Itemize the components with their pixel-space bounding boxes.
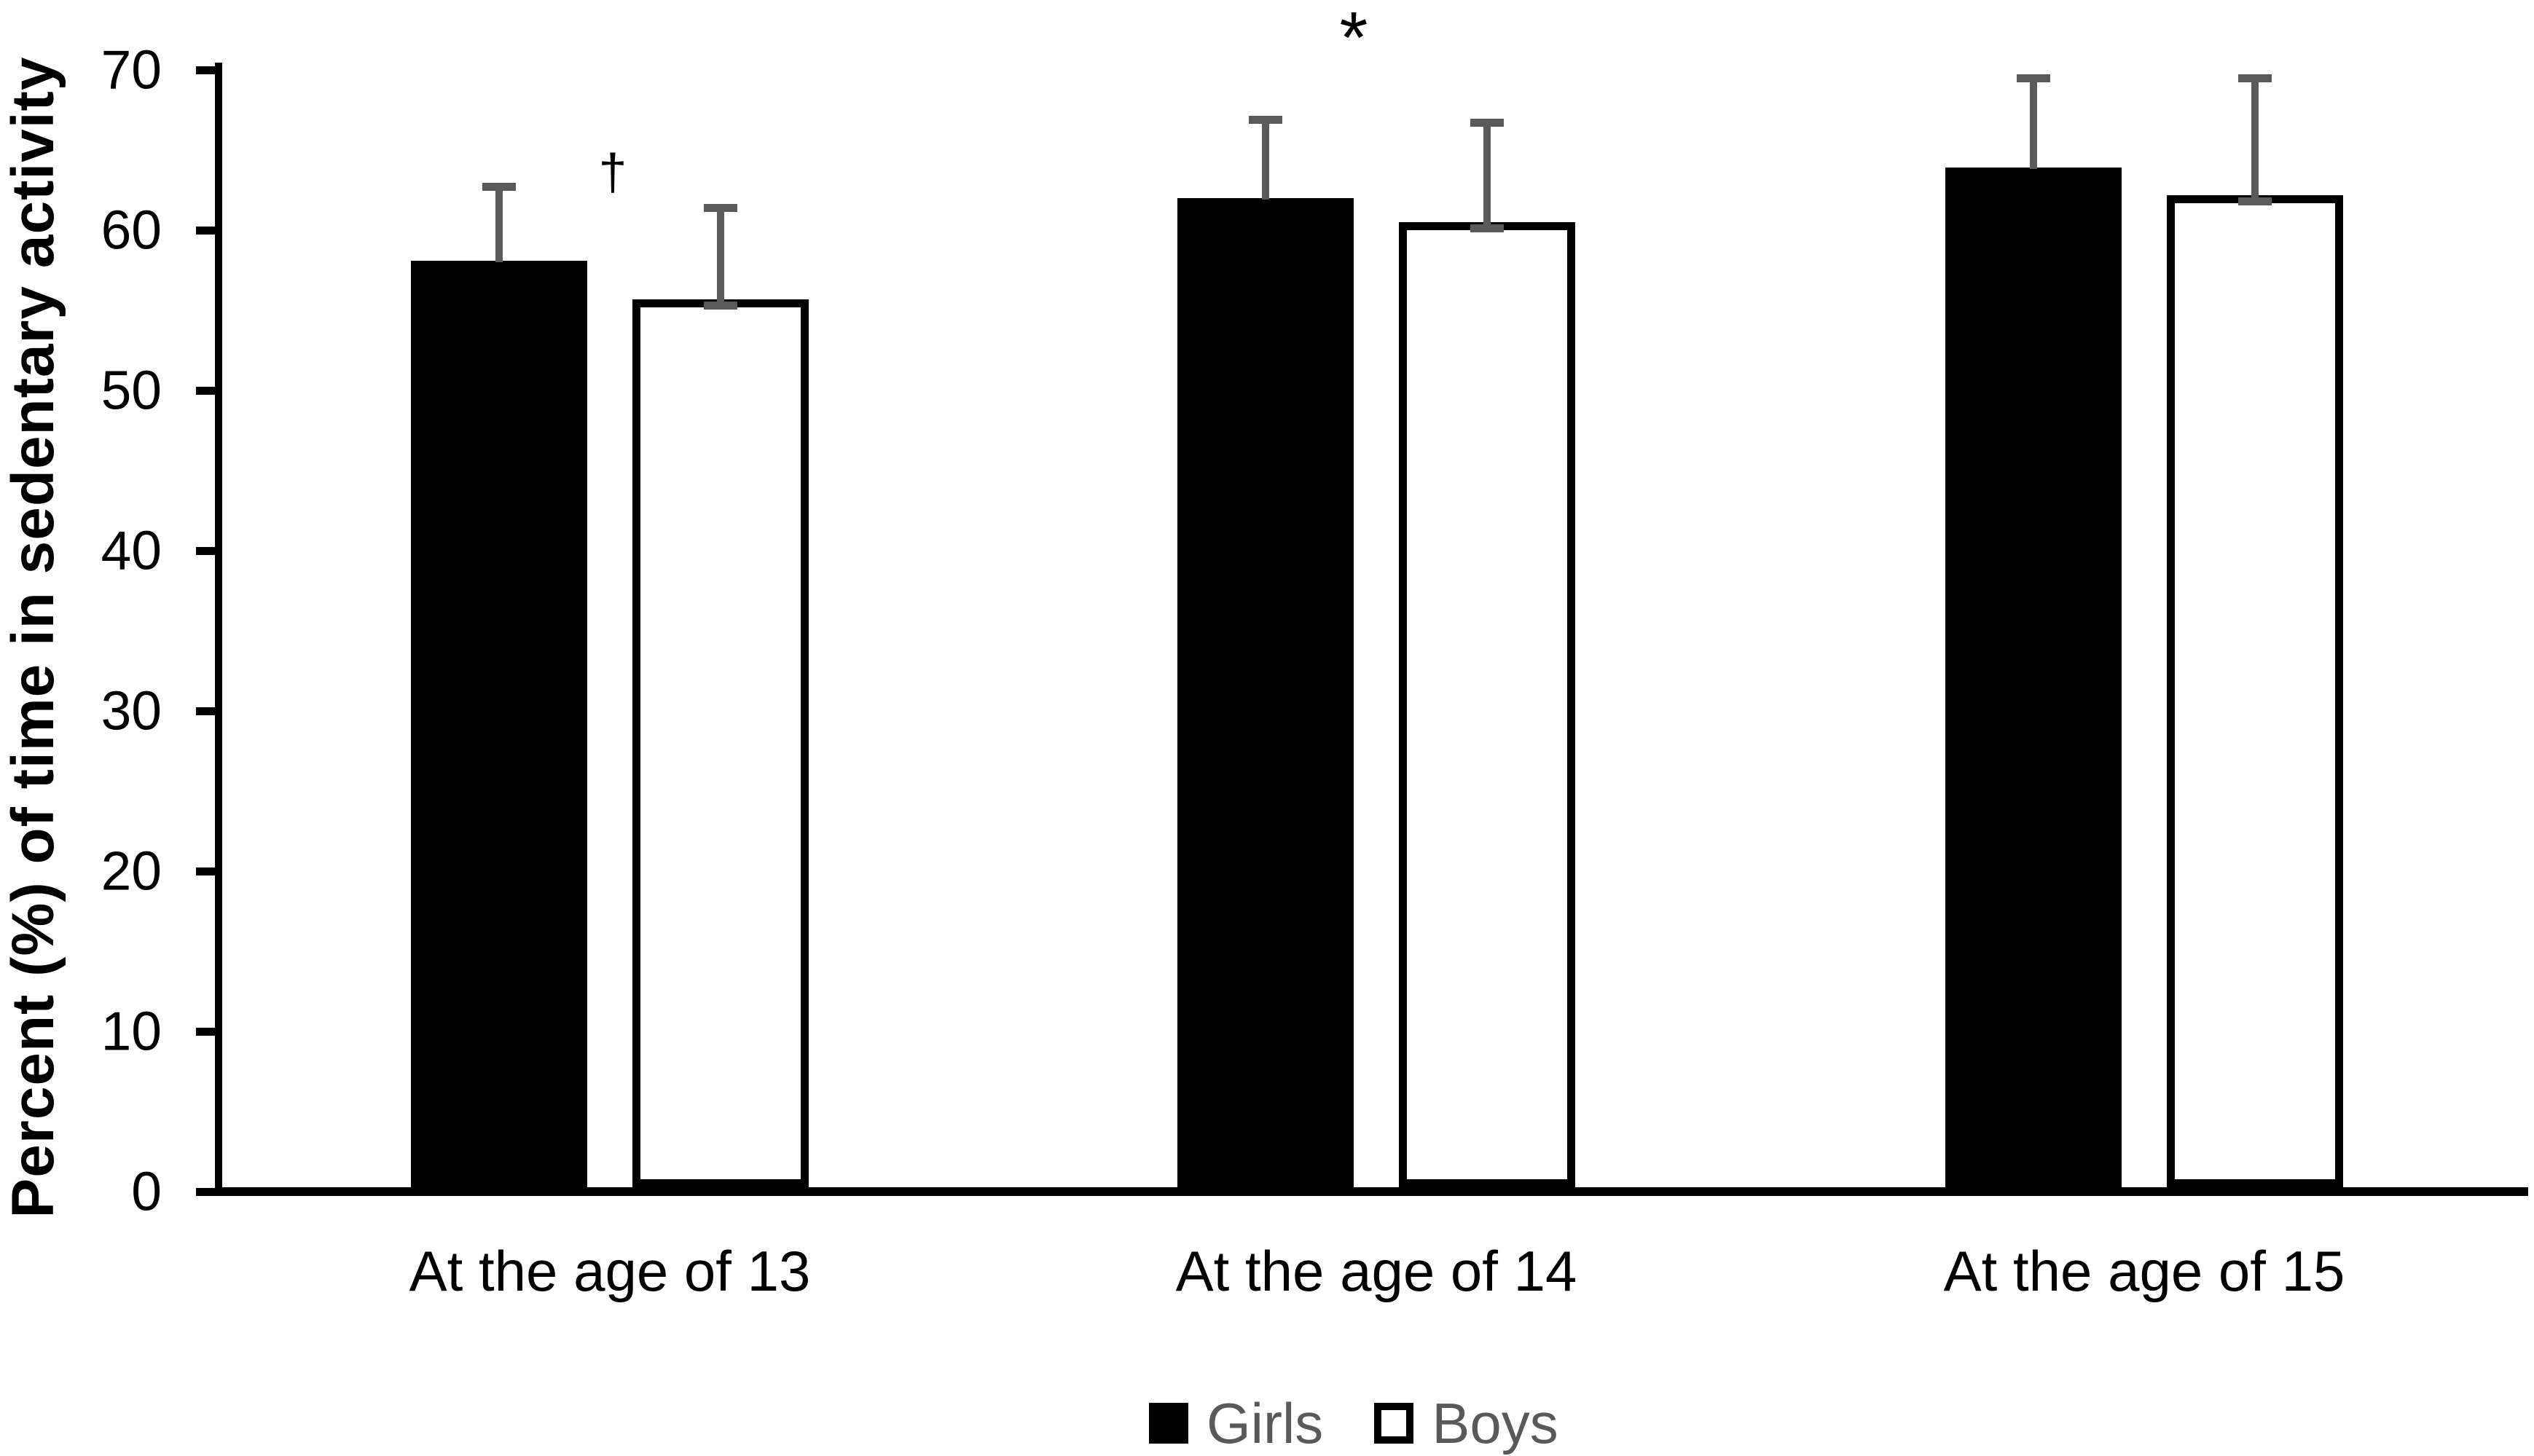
y-axis-tick-label: 10 xyxy=(101,1000,162,1062)
girls-error-bar-stem xyxy=(495,186,503,262)
legend-label-boys: Boys xyxy=(1432,1391,1558,1455)
x-axis-line xyxy=(215,1187,2528,1196)
y-axis-tick-label: 20 xyxy=(101,840,162,902)
boys-bar xyxy=(632,299,809,1187)
y-axis-tick xyxy=(196,1027,215,1036)
boys-error-bar-cap-bottom xyxy=(2238,197,2272,205)
y-axis-tick xyxy=(196,1187,215,1196)
y-axis-tick-label: 50 xyxy=(101,359,162,421)
legend-label-girls: Girls xyxy=(1207,1391,1324,1455)
y-axis-tick xyxy=(196,226,215,235)
legend-swatch-boys xyxy=(1374,1403,1414,1444)
girls-error-bar-stem xyxy=(2030,78,2037,170)
y-axis-line xyxy=(215,63,222,1196)
girls-error-bar-cap-top xyxy=(2017,74,2050,82)
boys-error-bar-stem xyxy=(717,208,724,307)
boys-bar xyxy=(2167,194,2343,1187)
legend-item-girls: Girls xyxy=(1149,1395,1323,1452)
y-axis-tick xyxy=(196,386,215,395)
boys-error-bar-cap-top xyxy=(1470,119,1504,127)
boys-error-bar-cap-bottom xyxy=(1470,224,1504,232)
x-axis-category-label: At the age of 15 xyxy=(1943,1239,2345,1303)
x-axis-category-label: At the age of 14 xyxy=(1175,1239,1577,1303)
legend-swatch-girls xyxy=(1149,1403,1188,1444)
dagger-annotation: † xyxy=(598,143,627,200)
asterisk-annotation: * xyxy=(1339,0,1368,79)
girls-error-bar-cap-top xyxy=(482,183,516,192)
girls-bar xyxy=(411,260,587,1187)
y-axis-tick xyxy=(196,867,215,875)
y-axis-tick xyxy=(196,707,215,715)
y-axis-tick-label: 40 xyxy=(101,519,162,581)
boys-error-bar-cap-bottom xyxy=(704,301,737,310)
girls-error-bar-stem xyxy=(1262,119,1269,200)
boys-error-bar-stem xyxy=(1483,122,1491,230)
legend-item-boys: Boys xyxy=(1374,1395,1558,1452)
boys-error-bar-cap-top xyxy=(704,203,737,212)
y-axis-tick-label: 60 xyxy=(101,199,162,261)
girls-bar xyxy=(1177,198,1354,1187)
boys-bar xyxy=(1399,222,1575,1187)
y-axis-tick xyxy=(196,66,215,74)
y-axis-tick-label: 30 xyxy=(101,680,162,741)
girls-bar xyxy=(1945,168,2122,1187)
y-axis-tick-label: 70 xyxy=(101,39,162,101)
y-axis-tick xyxy=(196,546,215,555)
boys-error-bar-stem xyxy=(2251,78,2259,203)
boys-error-bar-cap-top xyxy=(2238,74,2272,82)
x-axis-category-label: At the age of 13 xyxy=(409,1239,811,1303)
legend: Girls Boys xyxy=(1149,1395,1558,1452)
girls-error-bar-cap-top xyxy=(1249,115,1282,124)
y-axis-tick-label: 0 xyxy=(131,1160,162,1222)
